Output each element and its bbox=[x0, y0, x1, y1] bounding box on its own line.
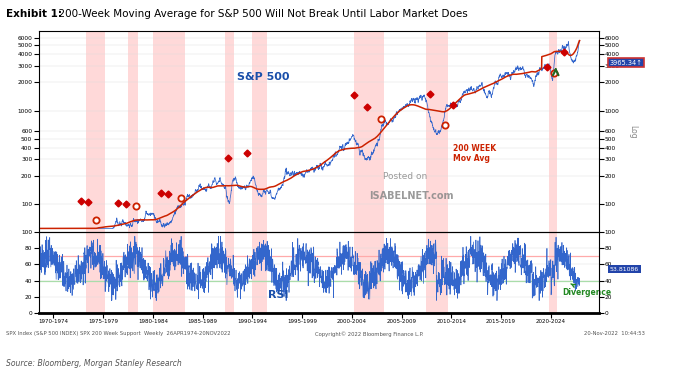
Text: Divergence: Divergence bbox=[563, 284, 612, 297]
Text: Copyright© 2022 Bloomberg Finance L.P.: Copyright© 2022 Bloomberg Finance L.P. bbox=[315, 331, 424, 337]
Bar bbox=[128, 31, 138, 232]
Text: ISABELNET.com: ISABELNET.com bbox=[369, 191, 453, 201]
Text: RSI: RSI bbox=[268, 290, 288, 300]
Bar bbox=[253, 31, 267, 232]
Y-axis label: Log: Log bbox=[628, 125, 637, 139]
Text: 3965.34↑: 3965.34↑ bbox=[610, 60, 643, 65]
Bar bbox=[225, 31, 234, 232]
Text: Posted on: Posted on bbox=[383, 172, 428, 181]
Text: 53.81086: 53.81086 bbox=[610, 267, 639, 272]
Text: S&P 500: S&P 500 bbox=[237, 72, 290, 82]
Bar bbox=[354, 232, 384, 313]
Bar bbox=[128, 232, 138, 313]
Bar bbox=[426, 31, 448, 232]
Bar bbox=[549, 31, 557, 232]
Bar bbox=[225, 232, 234, 313]
Text: 200 WEEK
Mov Avg: 200 WEEK Mov Avg bbox=[453, 144, 496, 163]
Text: SPX Index (S&P 500 INDEX) SPX 200 Week Support  Weekly  26APR1974-20NOV2022: SPX Index (S&P 500 INDEX) SPX 200 Week S… bbox=[6, 331, 230, 336]
Text: 20-Nov-2022  10:44:53: 20-Nov-2022 10:44:53 bbox=[584, 331, 645, 336]
Bar bbox=[549, 232, 557, 313]
Text: 200-Week Moving Average for S&P 500 Will Not Break Until Labor Market Does: 200-Week Moving Average for S&P 500 Will… bbox=[52, 9, 468, 19]
Bar bbox=[153, 232, 185, 313]
Text: Source: Bloomberg, Morgan Stanley Research: Source: Bloomberg, Morgan Stanley Resear… bbox=[6, 359, 181, 368]
Bar bbox=[86, 232, 105, 313]
Bar bbox=[354, 31, 384, 232]
Bar bbox=[153, 31, 185, 232]
Bar bbox=[253, 232, 267, 313]
Text: Exhibit 1:: Exhibit 1: bbox=[6, 9, 62, 19]
Bar bbox=[86, 31, 105, 232]
Bar bbox=[426, 232, 448, 313]
